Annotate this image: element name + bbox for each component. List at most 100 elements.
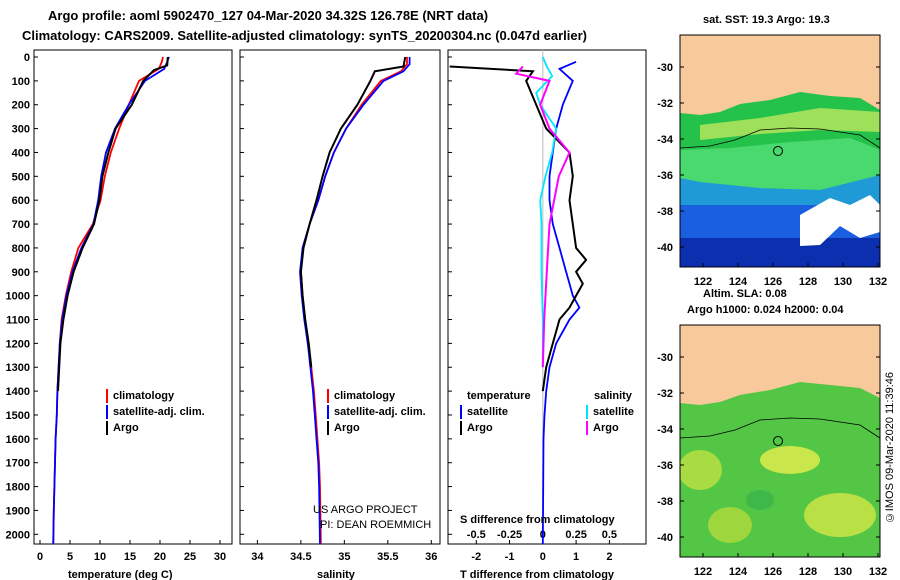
salinity-x-axis: 34 34.5 35 35.5 36 bbox=[251, 540, 437, 563]
legend-satellite: satellite-adj. clim. bbox=[113, 406, 205, 418]
salinity-plot-frame bbox=[239, 49, 441, 545]
legend-climatology: climatology bbox=[113, 390, 175, 402]
lon-tick-label: 122 bbox=[694, 276, 712, 288]
pressure-tick-label: 1300 bbox=[6, 362, 30, 374]
s-difference-xlabel: S difference from climatology bbox=[460, 514, 616, 526]
sla-high-patch bbox=[760, 446, 820, 474]
pressure-tick-label: 1700 bbox=[6, 458, 30, 470]
pressure-tick-label: 1000 bbox=[6, 291, 30, 303]
legend-satellite: satellite-adj. clim. bbox=[334, 406, 426, 418]
legend-t-satellite: satellite bbox=[467, 406, 508, 418]
map1-axes: -30 -32 -34 -36 -38 -40 122 124 126 128 130 132 bbox=[657, 62, 887, 288]
pressure-tick-label: 1200 bbox=[6, 338, 30, 350]
series-temperature-satellite bbox=[541, 60, 581, 544]
lon-tick-label: 130 bbox=[834, 566, 852, 578]
x-tick-label: -1 bbox=[505, 551, 515, 563]
series-salinity-satellite bbox=[535, 56, 558, 368]
temperature-x-axis: 0 5 10 15 20 25 30 bbox=[37, 540, 226, 563]
sla-high-patch bbox=[708, 507, 752, 543]
sla-high-patch bbox=[804, 493, 876, 537]
legend-t-satellite-swatch bbox=[460, 405, 462, 419]
lon-tick-label: 132 bbox=[869, 276, 887, 288]
lat-tick-label: -30 bbox=[657, 62, 673, 74]
lat-tick-label: -32 bbox=[657, 388, 673, 400]
x-tick-label: 25 bbox=[184, 551, 196, 563]
imos-timestamp: ©IMOS 09-Mar-2020 11:39:46 bbox=[884, 372, 896, 524]
x-tick-label: 0 bbox=[540, 551, 546, 563]
legend-climatology-swatch bbox=[327, 389, 329, 403]
pressure-tick-label: 2000 bbox=[6, 529, 30, 541]
sla-high-patch bbox=[680, 450, 722, 490]
map2-axes: -30 -32 -34 -36 -38 -40 122 124 126 128 130 132 bbox=[657, 352, 887, 578]
credit-line-2: PI: DEAN ROEMMICH bbox=[320, 519, 431, 531]
difference-profiles bbox=[449, 50, 588, 544]
legend-argo-swatch bbox=[106, 421, 108, 435]
s-tick-label: 0.25 bbox=[565, 529, 586, 541]
legend-s-argo: Argo bbox=[593, 422, 619, 434]
salinity-legend: climatology satellite-adj. clim. Argo bbox=[327, 389, 426, 435]
x-tick-label: -2 bbox=[471, 551, 481, 563]
pressure-tick-label: 1600 bbox=[6, 434, 30, 446]
legend-satellite-swatch bbox=[106, 405, 108, 419]
series-salinity-argo bbox=[514, 65, 571, 368]
legend-argo: Argo bbox=[334, 422, 360, 434]
lon-tick-label: 132 bbox=[869, 566, 887, 578]
depth-contour bbox=[680, 127, 880, 149]
pressure-axis: 0 100 200 300 400 500 600 700 800 900 1000 1100 1200… bbox=[6, 52, 452, 541]
legend-climatology: climatology bbox=[334, 390, 396, 402]
lat-tick-label: -38 bbox=[657, 206, 673, 218]
legend-s-satellite: satellite bbox=[593, 406, 634, 418]
sst-cloud-gap bbox=[800, 195, 880, 246]
series-climatology bbox=[299, 57, 408, 544]
credit-line-1: US ARGO PROJECT bbox=[313, 504, 418, 516]
x-tick-label: 10 bbox=[94, 551, 106, 563]
sst-warmest-band bbox=[700, 108, 880, 140]
x-tick-label: 15 bbox=[124, 551, 136, 563]
pressure-tick-label: 1100 bbox=[6, 315, 30, 327]
x-tick-label: 0 bbox=[37, 551, 43, 563]
difference-legend: temperature salinity satellite Argo sate… bbox=[460, 390, 634, 435]
lon-tick-label: 124 bbox=[729, 566, 748, 578]
sst-map bbox=[680, 35, 880, 267]
land-australia bbox=[680, 325, 880, 405]
series-climatology bbox=[52, 56, 164, 544]
legend-s-satellite-swatch bbox=[586, 405, 588, 419]
lon-tick-label: 122 bbox=[694, 566, 712, 578]
lon-tick-label: 124 bbox=[729, 276, 748, 288]
legend-t-argo-swatch bbox=[460, 421, 462, 435]
series-satellite-adj-clim- bbox=[299, 57, 411, 544]
title-line-2: Climatology: CARS2009. Satellite-adjuste… bbox=[22, 28, 587, 43]
legend-salinity-heading: salinity bbox=[594, 390, 633, 402]
series-satellite-adj-clim- bbox=[52, 56, 170, 544]
series-argo bbox=[299, 56, 407, 368]
sst-coldest-band bbox=[680, 238, 880, 267]
lon-tick-label: 126 bbox=[764, 276, 782, 288]
pressure-tick-label: 1500 bbox=[6, 410, 30, 422]
argo-float-marker bbox=[773, 146, 783, 156]
title-line-1: Argo profile: aoml 5902470_127 04-Mar-20… bbox=[48, 8, 488, 23]
pressure-tick-label: 200 bbox=[12, 100, 30, 112]
pressure-tick-label: 0 bbox=[24, 52, 30, 64]
lat-tick-label: -36 bbox=[657, 460, 673, 472]
map2-title-line-1: Altim. SLA: 0.08 bbox=[703, 288, 787, 300]
x-tick-label: 20 bbox=[154, 551, 166, 563]
pressure-tick-label: 300 bbox=[12, 124, 30, 136]
s-tick-label: -0.25 bbox=[497, 529, 522, 541]
x-tick-label: 35 bbox=[338, 551, 350, 563]
pressure-tick-label: 600 bbox=[12, 195, 30, 207]
pressure-tick-label: 1800 bbox=[6, 482, 30, 494]
lat-tick-label: -32 bbox=[657, 98, 673, 110]
legend-climatology-swatch bbox=[106, 389, 108, 403]
lon-tick-label: 128 bbox=[799, 566, 817, 578]
lat-tick-label: -34 bbox=[657, 424, 674, 436]
lat-tick-label: -40 bbox=[657, 242, 673, 254]
map2-frame bbox=[679, 324, 881, 558]
temperature-profiles bbox=[52, 56, 170, 544]
temperature-plot-frame bbox=[33, 49, 233, 545]
legend-temperature-heading: temperature bbox=[467, 390, 531, 402]
land-australia bbox=[680, 35, 880, 115]
pressure-tick-label: 1900 bbox=[6, 505, 30, 517]
x-tick-label: 1 bbox=[573, 551, 579, 563]
argo-float-marker bbox=[773, 436, 783, 446]
map1-frame bbox=[679, 34, 881, 268]
